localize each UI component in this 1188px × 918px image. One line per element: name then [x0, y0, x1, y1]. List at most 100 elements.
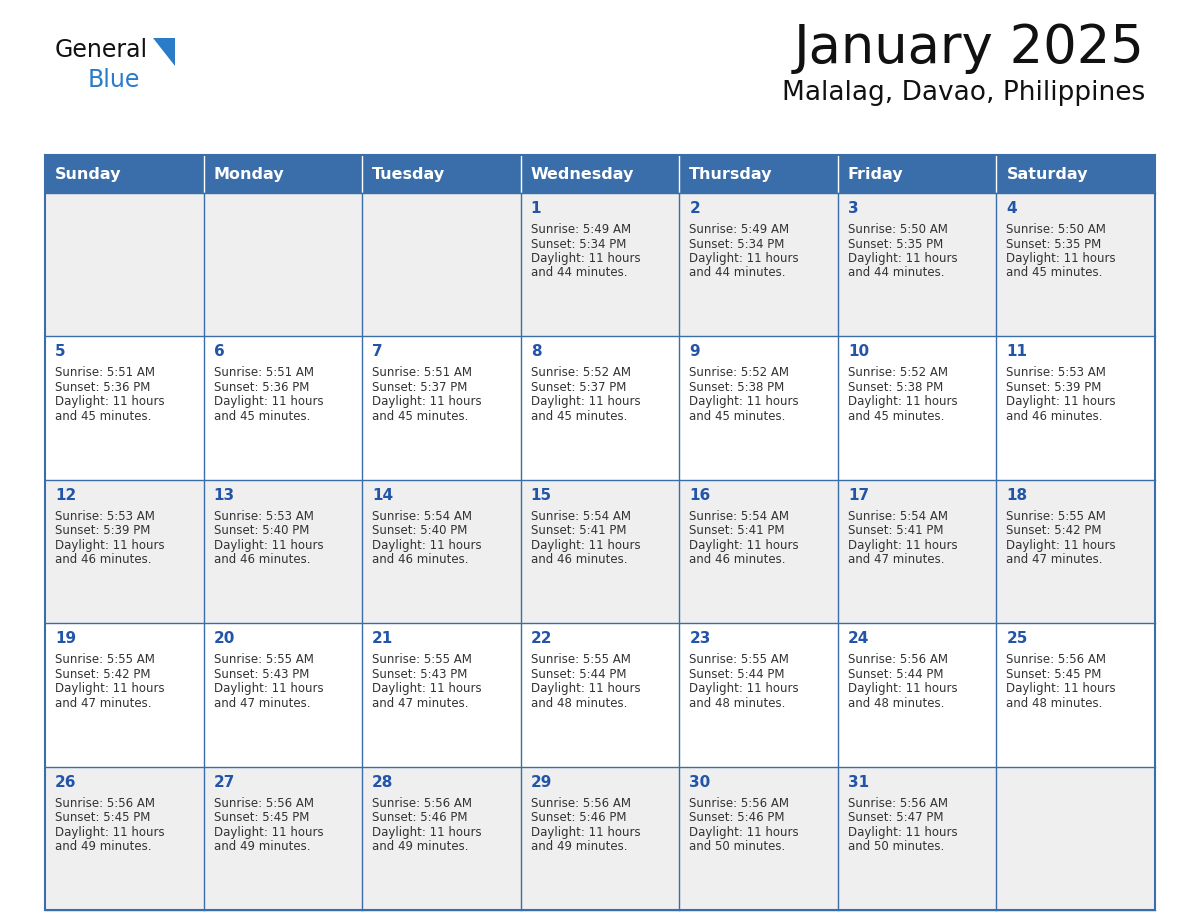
Text: and 46 minutes.: and 46 minutes. — [531, 554, 627, 566]
Text: and 47 minutes.: and 47 minutes. — [372, 697, 468, 710]
Text: 18: 18 — [1006, 487, 1028, 503]
Text: Sunrise: 5:56 AM: Sunrise: 5:56 AM — [531, 797, 631, 810]
Text: Sunrise: 5:51 AM: Sunrise: 5:51 AM — [372, 366, 472, 379]
Bar — [997, 193, 1155, 336]
Text: Sunset: 5:42 PM: Sunset: 5:42 PM — [55, 667, 151, 681]
Bar — [997, 480, 1155, 623]
Text: Sunset: 5:41 PM: Sunset: 5:41 PM — [848, 524, 943, 537]
Text: Sunrise: 5:56 AM: Sunrise: 5:56 AM — [689, 797, 789, 810]
Text: and 46 minutes.: and 46 minutes. — [55, 554, 152, 566]
Bar — [680, 193, 838, 336]
Text: 27: 27 — [214, 775, 235, 789]
Text: and 48 minutes.: and 48 minutes. — [1006, 697, 1102, 710]
Text: 23: 23 — [689, 632, 710, 646]
Bar — [45, 193, 203, 336]
Bar — [362, 623, 520, 767]
Text: Sunset: 5:34 PM: Sunset: 5:34 PM — [531, 238, 626, 251]
Bar — [997, 336, 1155, 480]
Text: Sunrise: 5:52 AM: Sunrise: 5:52 AM — [848, 366, 948, 379]
Text: 1: 1 — [531, 201, 542, 216]
Bar — [203, 193, 362, 336]
Bar — [838, 767, 997, 910]
Text: Saturday: Saturday — [1006, 166, 1088, 182]
Text: 19: 19 — [55, 632, 76, 646]
Text: 21: 21 — [372, 632, 393, 646]
Text: 12: 12 — [55, 487, 76, 503]
Text: Sunset: 5:47 PM: Sunset: 5:47 PM — [848, 812, 943, 824]
Text: Sunset: 5:38 PM: Sunset: 5:38 PM — [848, 381, 943, 394]
Polygon shape — [153, 38, 175, 66]
Bar — [997, 155, 1155, 193]
Text: Daylight: 11 hours: Daylight: 11 hours — [55, 396, 165, 409]
Text: Sunset: 5:43 PM: Sunset: 5:43 PM — [372, 667, 468, 681]
Text: Daylight: 11 hours: Daylight: 11 hours — [531, 825, 640, 839]
Bar — [45, 480, 203, 623]
Bar — [45, 767, 203, 910]
Text: 7: 7 — [372, 344, 383, 360]
Text: Malalag, Davao, Philippines: Malalag, Davao, Philippines — [782, 80, 1145, 106]
Text: 30: 30 — [689, 775, 710, 789]
Text: and 46 minutes.: and 46 minutes. — [372, 554, 468, 566]
Text: and 48 minutes.: and 48 minutes. — [531, 697, 627, 710]
Text: Sunset: 5:46 PM: Sunset: 5:46 PM — [372, 812, 468, 824]
Bar — [45, 336, 203, 480]
Text: Daylight: 11 hours: Daylight: 11 hours — [848, 825, 958, 839]
Text: Sunset: 5:44 PM: Sunset: 5:44 PM — [848, 667, 943, 681]
Text: Daylight: 11 hours: Daylight: 11 hours — [848, 539, 958, 552]
Text: Sunday: Sunday — [55, 166, 121, 182]
Text: Wednesday: Wednesday — [531, 166, 634, 182]
Text: 20: 20 — [214, 632, 235, 646]
Text: Sunset: 5:35 PM: Sunset: 5:35 PM — [1006, 238, 1101, 251]
Text: 3: 3 — [848, 201, 859, 216]
Text: Daylight: 11 hours: Daylight: 11 hours — [689, 252, 798, 265]
Text: Sunrise: 5:55 AM: Sunrise: 5:55 AM — [214, 654, 314, 666]
Text: Sunrise: 5:49 AM: Sunrise: 5:49 AM — [689, 223, 789, 236]
Text: Daylight: 11 hours: Daylight: 11 hours — [848, 252, 958, 265]
Bar — [838, 193, 997, 336]
Text: and 49 minutes.: and 49 minutes. — [372, 840, 468, 853]
Text: 17: 17 — [848, 487, 868, 503]
Text: and 49 minutes.: and 49 minutes. — [55, 840, 152, 853]
Text: and 45 minutes.: and 45 minutes. — [531, 410, 627, 423]
Text: and 47 minutes.: and 47 minutes. — [214, 697, 310, 710]
Text: and 50 minutes.: and 50 minutes. — [689, 840, 785, 853]
Text: Daylight: 11 hours: Daylight: 11 hours — [848, 396, 958, 409]
Text: Sunset: 5:35 PM: Sunset: 5:35 PM — [848, 238, 943, 251]
Text: Sunrise: 5:51 AM: Sunrise: 5:51 AM — [214, 366, 314, 379]
Text: and 45 minutes.: and 45 minutes. — [1006, 266, 1102, 279]
Text: and 45 minutes.: and 45 minutes. — [55, 410, 151, 423]
Text: and 45 minutes.: and 45 minutes. — [848, 410, 944, 423]
Text: Daylight: 11 hours: Daylight: 11 hours — [689, 396, 798, 409]
Text: Sunrise: 5:54 AM: Sunrise: 5:54 AM — [848, 509, 948, 522]
Text: 10: 10 — [848, 344, 868, 360]
Text: 26: 26 — [55, 775, 76, 789]
Text: Sunset: 5:41 PM: Sunset: 5:41 PM — [689, 524, 785, 537]
Bar — [520, 623, 680, 767]
Text: 25: 25 — [1006, 632, 1028, 646]
Text: Daylight: 11 hours: Daylight: 11 hours — [214, 682, 323, 695]
Bar — [45, 155, 1155, 910]
Text: Blue: Blue — [88, 68, 140, 92]
Text: 9: 9 — [689, 344, 700, 360]
Text: Sunset: 5:45 PM: Sunset: 5:45 PM — [1006, 667, 1101, 681]
Text: Daylight: 11 hours: Daylight: 11 hours — [372, 396, 482, 409]
Text: Sunset: 5:38 PM: Sunset: 5:38 PM — [689, 381, 784, 394]
Text: Thursday: Thursday — [689, 166, 772, 182]
Text: Daylight: 11 hours: Daylight: 11 hours — [531, 682, 640, 695]
Text: 11: 11 — [1006, 344, 1028, 360]
Bar — [680, 623, 838, 767]
Text: Sunrise: 5:50 AM: Sunrise: 5:50 AM — [848, 223, 948, 236]
Text: 8: 8 — [531, 344, 542, 360]
Text: Sunset: 5:39 PM: Sunset: 5:39 PM — [55, 524, 151, 537]
Text: Sunrise: 5:53 AM: Sunrise: 5:53 AM — [214, 509, 314, 522]
Bar — [838, 623, 997, 767]
Text: Sunrise: 5:55 AM: Sunrise: 5:55 AM — [372, 654, 472, 666]
Text: Sunset: 5:36 PM: Sunset: 5:36 PM — [214, 381, 309, 394]
Bar — [362, 336, 520, 480]
Text: Sunset: 5:43 PM: Sunset: 5:43 PM — [214, 667, 309, 681]
Text: Friday: Friday — [848, 166, 904, 182]
Bar — [45, 155, 203, 193]
Text: 31: 31 — [848, 775, 868, 789]
Bar — [362, 155, 520, 193]
Text: Sunrise: 5:54 AM: Sunrise: 5:54 AM — [372, 509, 472, 522]
